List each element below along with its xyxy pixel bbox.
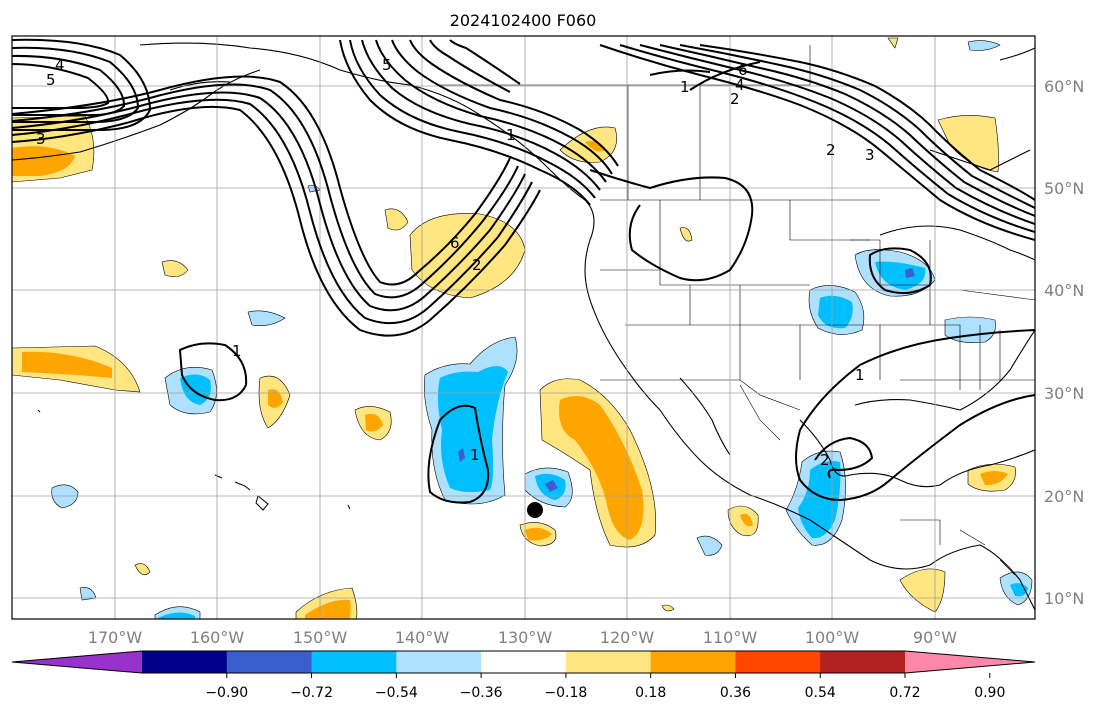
colorbar-tick-label: 0.18 (635, 685, 666, 701)
contour-label: 1 (232, 342, 242, 360)
colorbar-segment (396, 651, 482, 673)
ocean-background (12, 36, 1035, 619)
contour-label: 2 (730, 90, 740, 108)
anomaly-fill-blue (158, 261, 1028, 619)
contour-label: 2 (826, 141, 836, 159)
lat-label: 20°N (1044, 487, 1084, 506)
contour-label: 2 (820, 451, 830, 469)
lon-label: 130°W (498, 628, 553, 647)
contour-label: 1 (470, 446, 480, 464)
figure-title: 2024102400 F060 (450, 11, 597, 30)
contour-label: 6 (738, 61, 748, 79)
colorbar-extend-low (12, 651, 142, 673)
colorbar-tick-label: 0.54 (805, 685, 836, 701)
contour-label: 4 (735, 76, 745, 94)
map-panel: 4 5 3 5 6 2 1 1 2 1 6 4 1 2 3 1 2 (11, 35, 1036, 620)
contour-label: 2 (472, 256, 482, 274)
lon-label: 100°W (805, 628, 860, 647)
coastlines (12, 42, 1035, 611)
colorbar-segment (142, 651, 228, 673)
colorbar: −0.90 −0.72 −0.54 −0.36 −0.18 0.18 0.36 0.54 0.7… (11, 650, 1036, 701)
storm-center-marker (527, 502, 543, 518)
lat-label: 60°N (1044, 77, 1084, 96)
colorbar-tick-label: 0.36 (720, 685, 751, 701)
lon-label: 90°W (913, 628, 957, 647)
contour-label: 5 (382, 56, 392, 74)
anomaly-fill-orange (12, 141, 1008, 619)
lon-label: 160°W (190, 628, 245, 647)
contour-label: 6 (450, 234, 460, 252)
colorbar-segments (11, 650, 1036, 674)
contour-label: 3 (865, 146, 875, 164)
map-frame (11, 35, 1036, 620)
lon-label: 150°W (293, 628, 348, 647)
colorbar-tick-label: −0.90 (205, 685, 248, 701)
colorbar-segment (650, 651, 736, 673)
anomaly-fill-purple (458, 268, 915, 492)
contour-label: 1 (680, 78, 690, 96)
lon-label: 170°W (88, 628, 143, 647)
colorbar-segment (311, 651, 397, 673)
contour-lines (12, 38, 1035, 504)
lat-label: 50°N (1044, 179, 1084, 198)
colorbar-segment (735, 651, 821, 673)
colorbar-segment (481, 651, 567, 673)
lat-label: 40°N (1044, 281, 1084, 300)
colorbar-tick-label: −0.36 (460, 685, 503, 701)
colorbar-tick-label: 0.90 (974, 685, 1005, 701)
contour-label: 3 (36, 130, 46, 148)
colorbar-tick-label: −0.18 (544, 685, 587, 701)
colorbar-segment (565, 651, 652, 673)
colorbar-outline (11, 650, 1036, 674)
contour-label: 1 (855, 366, 865, 384)
longitude-labels: 170°W 160°W 150°W 140°W 130°W 120°W 110°… (88, 628, 957, 647)
latitude-labels: 60°N 50°N 40°N 30°N 20°N 10°N (1044, 77, 1084, 608)
contour-label-group: 4 5 3 5 6 2 1 1 2 1 6 4 1 2 3 1 2 (36, 56, 875, 469)
lon-label: 110°W (703, 628, 758, 647)
lon-label: 140°W (395, 628, 450, 647)
lat-label: 30°N (1044, 384, 1084, 403)
lat-label: 10°N (1044, 589, 1084, 608)
islands (37, 409, 351, 511)
colorbar-tick-label: −0.72 (290, 685, 333, 701)
colorbar-ticks: −0.90 −0.72 −0.54 −0.36 −0.18 0.18 0.36 0.54 0.7… (205, 673, 1005, 701)
colorbar-segment (820, 651, 906, 673)
contour-label: 5 (46, 71, 56, 89)
colorbar-extend-high (905, 651, 1035, 673)
contour-label: 1 (506, 126, 516, 144)
contour-label: 4 (55, 56, 65, 74)
lon-label: 120°W (600, 628, 655, 647)
colorbar-segment (226, 651, 313, 673)
colorbar-tick-label: 0.72 (889, 685, 920, 701)
colorbar-tick-label: −0.54 (375, 685, 418, 701)
